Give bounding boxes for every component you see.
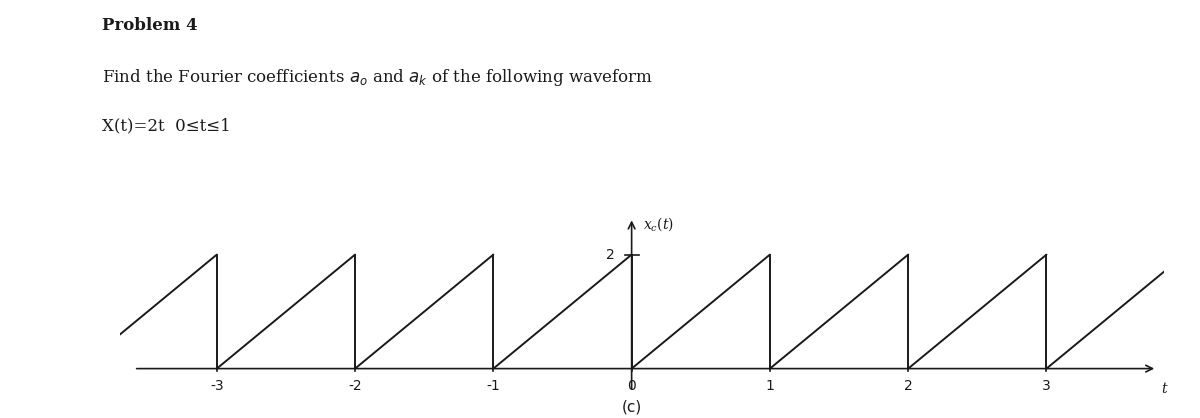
Text: (c): (c) — [622, 400, 642, 415]
Text: $x_c(t)$: $x_c(t)$ — [643, 215, 673, 232]
Text: X(t)=2t  0≤t≤1: X(t)=2t 0≤t≤1 — [102, 117, 230, 134]
Text: -3: -3 — [210, 379, 223, 393]
Text: Problem 4: Problem 4 — [102, 17, 198, 34]
Text: -1: -1 — [486, 379, 500, 393]
Text: 0: 0 — [628, 379, 636, 393]
Text: $t$: $t$ — [1162, 381, 1169, 396]
Text: 2: 2 — [606, 247, 616, 262]
Text: Find the Fourier coefficients $a_o$ and $a_k$ of the following waveform: Find the Fourier coefficients $a_o$ and … — [102, 67, 653, 88]
Text: 1: 1 — [766, 379, 774, 393]
Text: 3: 3 — [1042, 379, 1051, 393]
Text: 2: 2 — [904, 379, 912, 393]
Text: -2: -2 — [348, 379, 362, 393]
